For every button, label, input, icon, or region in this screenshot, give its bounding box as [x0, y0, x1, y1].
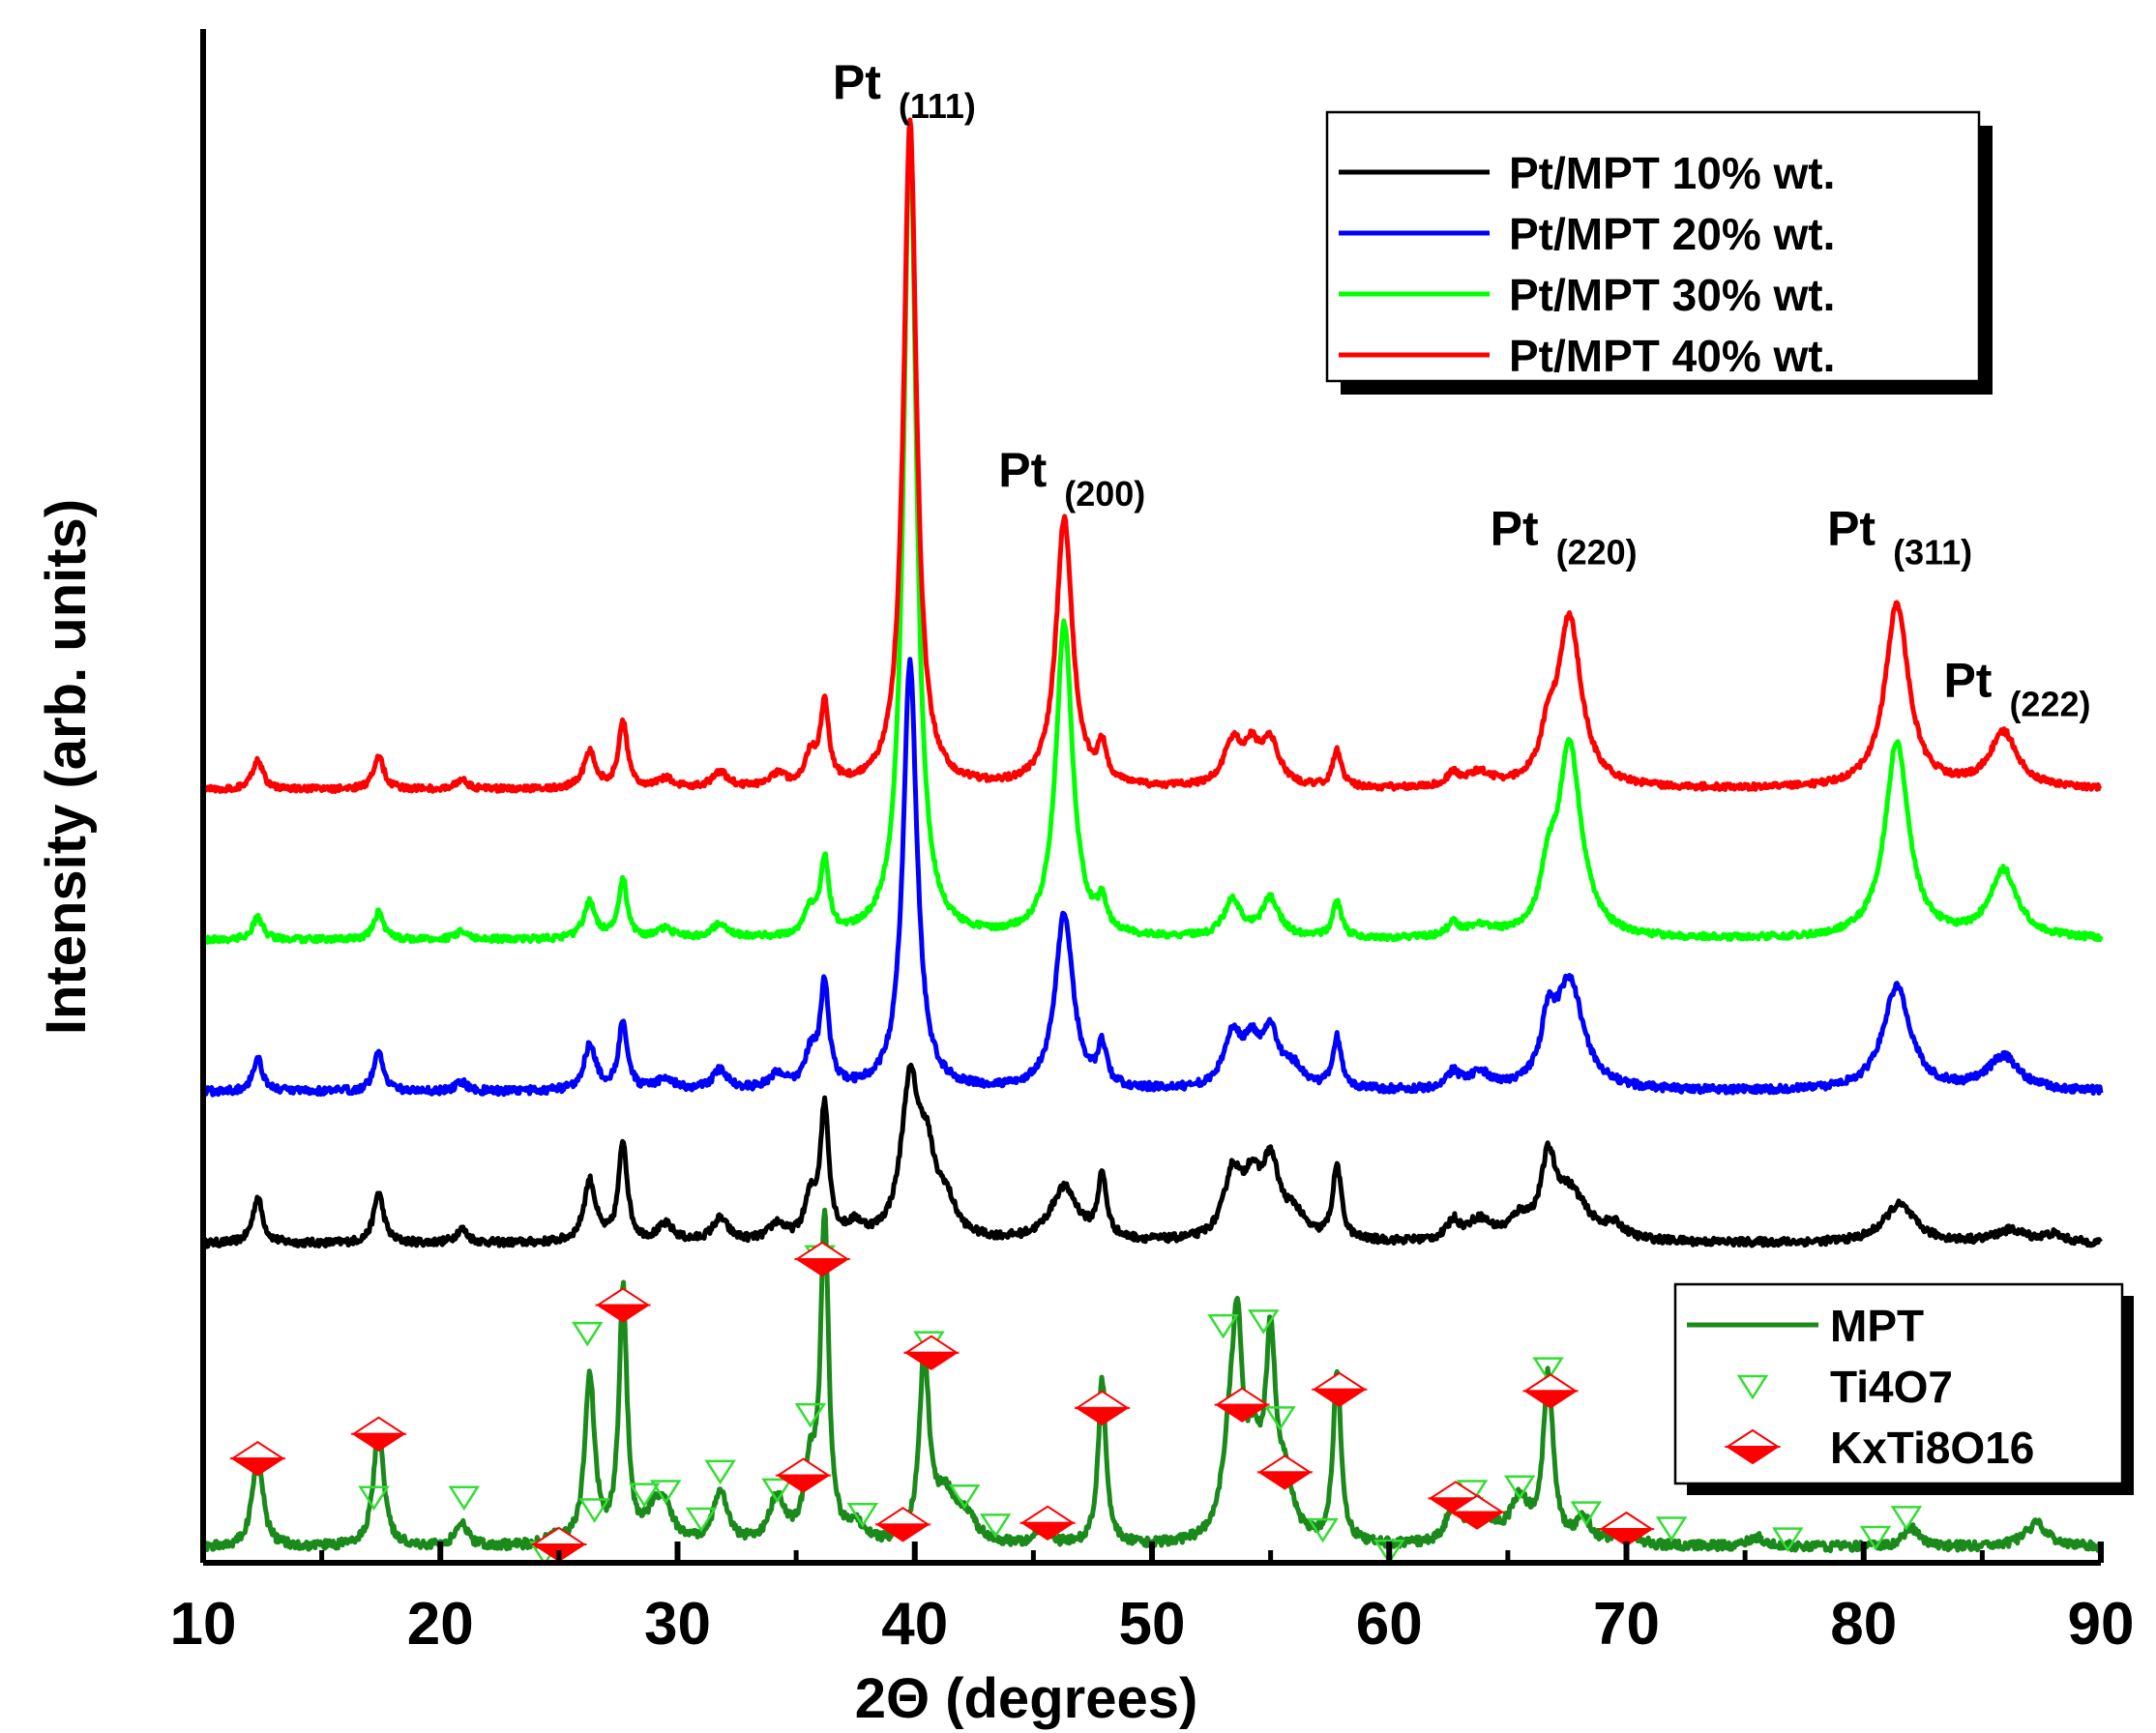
ti4o7-marker [704, 1459, 736, 1485]
kxti8o16-marker [1019, 1505, 1077, 1541]
peak-label-sub: (311) [1893, 532, 1972, 572]
legend-label: KxTi8O16 [1830, 1423, 2034, 1473]
ti4o7-marker [1307, 1517, 1339, 1543]
series-line-pt-mpt-20-wt [200, 657, 2104, 1098]
legend-item-pt-mpt-10-wt: Pt/MPT 10% wt. [1339, 148, 1835, 198]
series-line-pt-mpt-10-wt [200, 1062, 2103, 1249]
legend-label: Pt/MPT 40% wt. [1509, 331, 1835, 381]
legend-top-box [1325, 110, 1981, 383]
x-tick-label: 30 [644, 1591, 711, 1658]
ti4o7-marker [358, 1485, 390, 1512]
legend-label: Pt/MPT 20% wt. [1509, 209, 1835, 259]
peak-label-base: Pt [1491, 501, 1539, 555]
kxti8o16-marker [594, 1287, 652, 1323]
kxti8o16-marker [1448, 1494, 1506, 1530]
x-axis-title: 2Θ (degrees) [855, 1667, 1198, 1730]
ti4o7-marker [685, 1507, 718, 1533]
peak-label-sub: (220) [1556, 532, 1638, 572]
kxti8o16-marker [793, 1241, 851, 1278]
ti4o7-marker [1207, 1313, 1239, 1339]
kxti8o16-marker [775, 1457, 832, 1493]
label-layer: Pt (111) Pt (200) Pt (220) Pt (311) Pt (222) [833, 55, 2091, 724]
legend-bottom: MPT Ti4O7 KxTi8O16 [1673, 1282, 2134, 1495]
peak-label-base: Pt [998, 443, 1047, 497]
ti4o7-marker [1655, 1516, 1688, 1542]
legend-label: MPT [1830, 1301, 1924, 1351]
ti4o7-marker [572, 1321, 604, 1347]
ti4o7-marker [1570, 1501, 1603, 1526]
peak-label-pt222: Pt (222) [1943, 653, 2090, 723]
ti4o7-marker [1532, 1357, 1564, 1382]
x-tick-label: 90 [2068, 1591, 2135, 1658]
x-tick-label: 20 [407, 1591, 474, 1658]
peak-label-sub: (222) [2009, 684, 2090, 723]
kxti8o16-marker [1074, 1390, 1131, 1426]
marker-layer [229, 1241, 1923, 1567]
peak-label-pt311: Pt (311) [1827, 501, 1972, 572]
peak-label-base: Pt [1827, 501, 1875, 555]
legend-item-kxti8o16: KxTi8O16 [1724, 1423, 2034, 1473]
peak-label-pt111: Pt (111) [833, 55, 976, 126]
ti4o7-marker [628, 1483, 661, 1508]
x-tick-label: 10 [170, 1591, 237, 1658]
ti4o7-marker [1503, 1475, 1536, 1501]
x-tick-label: 70 [1593, 1591, 1660, 1658]
peak-label-base: Pt [1943, 653, 1992, 707]
peak-label-sub: (200) [1064, 474, 1145, 514]
ti4o7-marker [1890, 1506, 1923, 1531]
kxti8o16-marker [902, 1335, 960, 1370]
kxti8o16-marker [1255, 1454, 1314, 1490]
ti4o7-marker [948, 1483, 981, 1510]
ti4o7-marker [1247, 1309, 1280, 1335]
ti4o7-marker [794, 1402, 827, 1428]
legend-item-pt-mpt-40-wt: Pt/MPT 40% wt. [1339, 331, 1835, 381]
kxti8o16-marker [229, 1440, 286, 1477]
legend-item-ti4o7: Ti4O7 [1736, 1362, 1953, 1412]
ti4o7-marker [1373, 1540, 1405, 1565]
series-line-pt-mpt-40-wt [200, 117, 2103, 795]
peak-label-pt220: Pt (220) [1491, 501, 1638, 572]
ti4o7-marker [448, 1485, 481, 1512]
ti4o7-marker [578, 1498, 610, 1523]
series-line-pt-mpt-30-wt [200, 122, 2104, 945]
ti4o7-marker [846, 1502, 879, 1528]
x-tick-label: 40 [881, 1591, 948, 1658]
kxti8o16-marker [1598, 1511, 1655, 1547]
axis-layer: 10 20 30 40 50 60 70 80 90 2Θ (degrees) Intensity … [35, 29, 2134, 1730]
legend-label: Pt/MPT 30% wt. [1509, 270, 1835, 320]
legend-item-pt-mpt-20-wt: Pt/MPT 20% wt. [1339, 209, 1835, 259]
x-tick-label: 80 [1830, 1591, 1897, 1658]
kxti8o16-marker [350, 1416, 407, 1452]
ti4o7-marker [761, 1478, 793, 1504]
peak-label-pt200: Pt (200) [998, 443, 1145, 514]
ti4o7-marker [1859, 1525, 1892, 1551]
peak-label-base: Pt [833, 55, 881, 109]
x-tick-label: 60 [1356, 1591, 1423, 1658]
kxti8o16-marker [1213, 1387, 1271, 1423]
legend-layer: Pt/MPT 10% wt. Pt/MPT 20% wt. Pt/MPT 30% w… [1325, 110, 2134, 1495]
kxti8o16-marker [1521, 1373, 1580, 1409]
legend-item-mpt: MPT [1687, 1301, 1924, 1351]
legend-swatch-triangle [1736, 1374, 1769, 1400]
kxti8o16-marker [874, 1507, 931, 1542]
ti4o7-marker [979, 1513, 1012, 1539]
legend-label: Ti4O7 [1830, 1362, 1953, 1412]
legend-top: Pt/MPT 10% wt. Pt/MPT 20% wt. Pt/MPT 30% w… [1325, 110, 1993, 395]
ti4o7-marker [1771, 1527, 1804, 1552]
peak-label-sub: (111) [899, 86, 976, 126]
legend-swatch-diamond [1724, 1428, 1782, 1465]
ti4o7-marker [1264, 1406, 1296, 1431]
legend-item-pt-mpt-30-wt: Pt/MPT 30% wt. [1339, 270, 1835, 320]
ti4o7-marker [649, 1480, 682, 1505]
kxti8o16-marker [1311, 1371, 1369, 1407]
y-axis-title: Intensity (arb. units) [35, 499, 98, 1035]
x-tick-label: 50 [1119, 1591, 1186, 1658]
legend-label: Pt/MPT 10% wt. [1509, 148, 1835, 198]
